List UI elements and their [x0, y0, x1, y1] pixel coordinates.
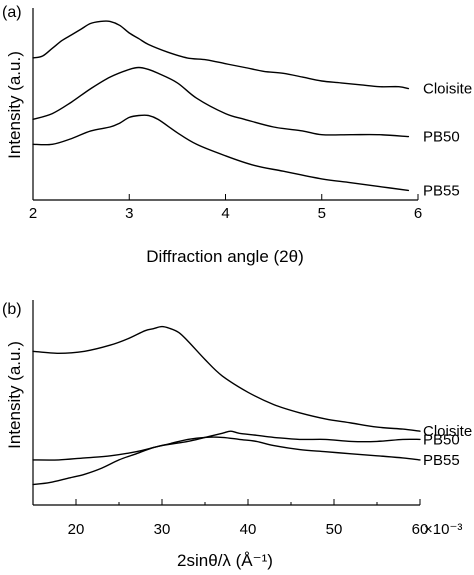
- panel-a-series-labels: Cloisite PB50 PB55: [423, 81, 472, 200]
- panel-a-series-pb50: [32, 66, 410, 138]
- panel-a-curves: [32, 20, 410, 192]
- panel-a-xlabel: Diffraction angle (2θ): [146, 247, 304, 266]
- panel-a-series-cloisite: [32, 20, 410, 90]
- panel-b-x-tick-label: 50: [326, 521, 343, 538]
- panel-b-x-tick-label: 60: [412, 521, 429, 538]
- panel-a-x-tick-label: 5: [318, 205, 326, 222]
- panel-b-label-cloisite: Cloisite: [423, 423, 472, 440]
- panel-a-label-cloisite: Cloisite: [423, 81, 472, 98]
- panel-a-x-tick-label: 2: [29, 205, 37, 222]
- panel-b-label: (b): [2, 301, 22, 318]
- panel-b-series-pb50: [32, 430, 421, 461]
- panel-b-x-scale-label: ×10⁻³: [424, 521, 462, 538]
- panel-a-x-tick-label: 6: [414, 205, 422, 222]
- panel-a-x-tick-label: 3: [125, 205, 133, 222]
- panel-b-ylabel: Intensity (a.u.): [5, 341, 24, 449]
- panel-a-label-pb50: PB50: [423, 129, 460, 146]
- panel-a-ylabel: Intensity (a.u.): [5, 51, 24, 159]
- panel-a-label: (a): [2, 4, 22, 21]
- panel-a-ticks: 2 3 4 5 6: [29, 194, 422, 222]
- panel-b-label-pb50: PB50: [423, 431, 460, 448]
- panel-a-x-tick-label: 4: [221, 205, 229, 222]
- panel-b-x-tick-label: 30: [154, 521, 171, 538]
- panel-b-series-pb55: [32, 436, 421, 486]
- panel-b-series-cloisite: [32, 325, 421, 432]
- panel-b-label-pb55: PB55: [423, 452, 460, 469]
- panel-b-x-tick-label: 20: [68, 521, 85, 538]
- panel-a-series-pb55: [32, 114, 410, 192]
- panel-a: (a) Intensity (a.u.) 2 3 4 5 6 Cloisite PB50 P…: [2, 4, 472, 266]
- panel-b-ticks: 20 30 40 50 60: [32, 499, 429, 538]
- panel-b-xlabel: 2sinθ/λ (Å⁻¹): [177, 551, 273, 570]
- panel-b-x-tick-label: 40: [240, 521, 257, 538]
- panel-a-label-pb55: PB55: [423, 182, 460, 199]
- panel-b: (b) Intensity (a.u.) 20 30 40 50 60 Cloisite…: [2, 300, 472, 570]
- panel-b-curves: [32, 325, 421, 486]
